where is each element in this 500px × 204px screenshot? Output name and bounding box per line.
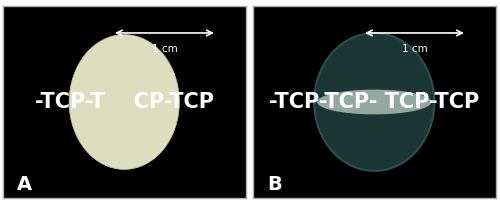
Text: 1 cm: 1 cm bbox=[152, 44, 178, 54]
Text: A: A bbox=[17, 175, 32, 194]
Ellipse shape bbox=[314, 33, 434, 171]
Ellipse shape bbox=[317, 90, 432, 114]
Text: B: B bbox=[267, 175, 282, 194]
Text: 1 cm: 1 cm bbox=[402, 44, 427, 54]
Text: -TCP-T    CP-TCP: -TCP-T CP-TCP bbox=[35, 92, 214, 112]
Ellipse shape bbox=[69, 35, 180, 169]
Text: -TCP-TCP- TCP-TCP: -TCP-TCP- TCP-TCP bbox=[269, 92, 480, 112]
